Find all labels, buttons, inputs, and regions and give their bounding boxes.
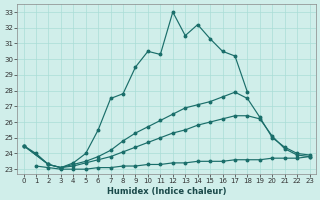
X-axis label: Humidex (Indice chaleur): Humidex (Indice chaleur): [107, 187, 226, 196]
